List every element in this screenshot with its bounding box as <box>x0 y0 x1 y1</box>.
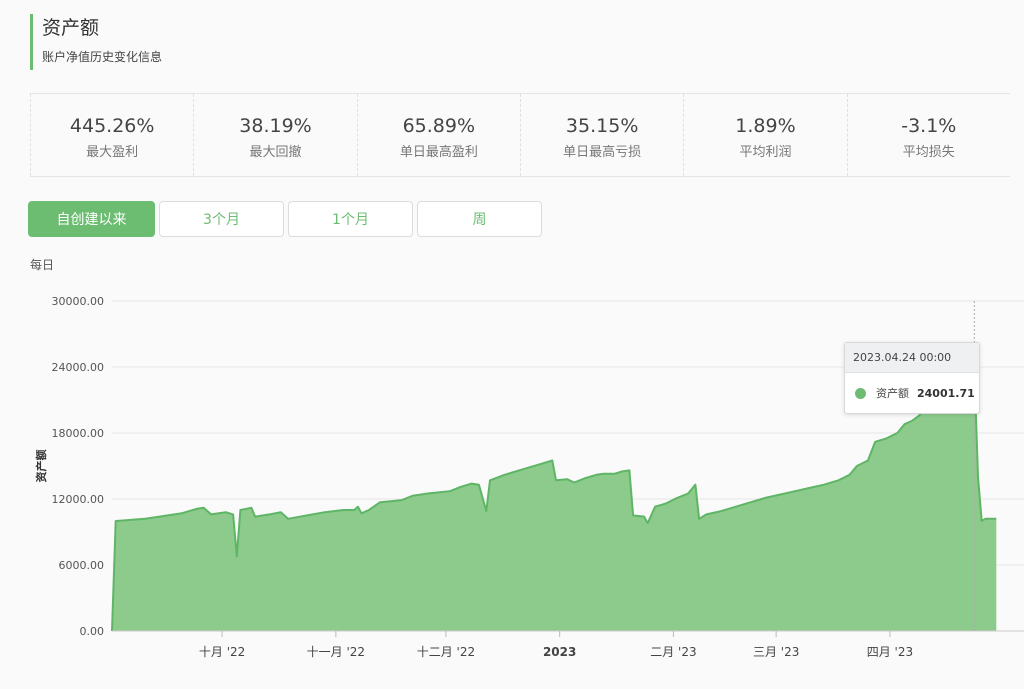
period-label: 每日 <box>30 258 55 272</box>
y-axis-label: 资产额 <box>34 450 48 483</box>
range-tabs: 自创建以来 3个月 1个月 周 <box>28 201 546 237</box>
x-tick-label: 十二月 '22 <box>417 645 475 659</box>
tooltip-row: 资产额 24001.71 <box>845 373 979 401</box>
x-tick-label: 二月 '23 <box>650 645 696 659</box>
stat-value: 65.89% <box>402 115 476 137</box>
tooltip-value: 24001.71 <box>917 386 975 400</box>
tooltip-series-name: 资产额 <box>876 387 909 400</box>
series-area <box>112 367 997 631</box>
tab-since-inception[interactable]: 自创建以来 <box>28 201 155 237</box>
stats-bar: 445.26% 最大盈利 38.19% 最大回撤 65.89% 单日最高盈利 3… <box>30 93 1010 177</box>
series-dot-icon <box>855 387 866 399</box>
stat-value: -3.1% <box>901 115 957 137</box>
y-tick-label: 0.00 <box>80 625 105 638</box>
y-tick-label: 18000.00 <box>52 427 105 440</box>
stat-avg-profit: 1.89% 平均利润 <box>683 94 846 176</box>
section-header: 资产额 账户净值历史变化信息 <box>30 14 162 70</box>
x-tick-label: 十月 '22 <box>199 645 245 659</box>
tab-week[interactable]: 周 <box>417 201 542 237</box>
stat-label: 最大盈利 <box>86 145 139 160</box>
stat-worst-day: 35.15% 单日最高亏损 <box>519 94 683 176</box>
y-tick-label: 24000.00 <box>52 361 105 374</box>
x-tick-label: 四月 '23 <box>867 645 913 659</box>
y-tick-label: 30000.00 <box>52 295 105 308</box>
stat-max-profit: 445.26% 最大盈利 <box>30 94 193 176</box>
stat-avg-loss: -3.1% 平均损失 <box>846 94 1010 176</box>
stat-label: 平均损失 <box>902 145 955 160</box>
x-tick-label: 2023 <box>543 645 576 659</box>
x-tick-label: 十一月 '22 <box>307 645 365 659</box>
y-tick-label: 12000.00 <box>52 493 105 506</box>
stat-value: 1.89% <box>735 115 796 137</box>
x-tick-label: 三月 '23 <box>753 645 799 659</box>
page-title: 资产额 <box>42 17 100 39</box>
stat-max-drawdown: 38.19% 最大回撤 <box>193 94 356 176</box>
tab-1-month[interactable]: 1个月 <box>288 201 413 237</box>
stat-label: 平均利润 <box>739 145 792 160</box>
stat-value: 445.26% <box>69 115 155 137</box>
stat-value: 38.19% <box>239 115 312 137</box>
series-line <box>111 366 997 632</box>
equity-chart[interactable]: 0.00 6000.00 12000.00 18000.00 24000.00 30000… <box>0 280 1024 670</box>
page-subtitle: 账户净值历史变化信息 <box>42 50 163 64</box>
stat-best-day: 65.89% 单日最高盈利 <box>356 94 520 176</box>
stat-label: 单日最高盈利 <box>399 145 478 160</box>
stat-label: 单日最高亏损 <box>563 145 642 160</box>
stat-label: 最大回撤 <box>249 145 302 160</box>
stat-value: 35.15% <box>565 115 639 137</box>
tooltip-date: 2023.04.24 00:00 <box>845 343 979 373</box>
tab-3-months[interactable]: 3个月 <box>159 201 284 237</box>
y-tick-label: 6000.00 <box>59 559 105 572</box>
chart-tooltip: 2023.04.24 00:00 资产额 24001.71 <box>844 342 980 414</box>
